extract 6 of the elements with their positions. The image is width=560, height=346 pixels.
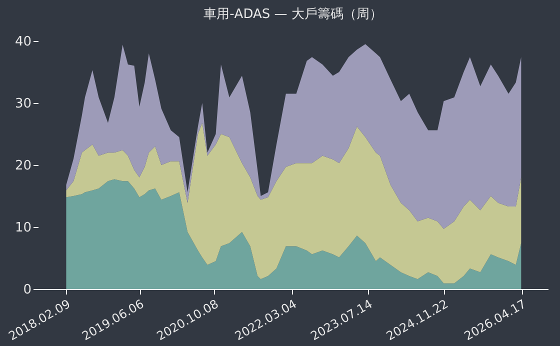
y-tick-label: 10 [14,220,32,236]
y-tick-label: 40 [14,34,32,50]
y-tick-label: 30 [14,96,32,112]
chart-title: 車用-ADAS — 大戶籌碼（周） [204,7,382,22]
y-tick-label: 0 [23,282,32,298]
y-tick-label: 20 [14,158,32,174]
